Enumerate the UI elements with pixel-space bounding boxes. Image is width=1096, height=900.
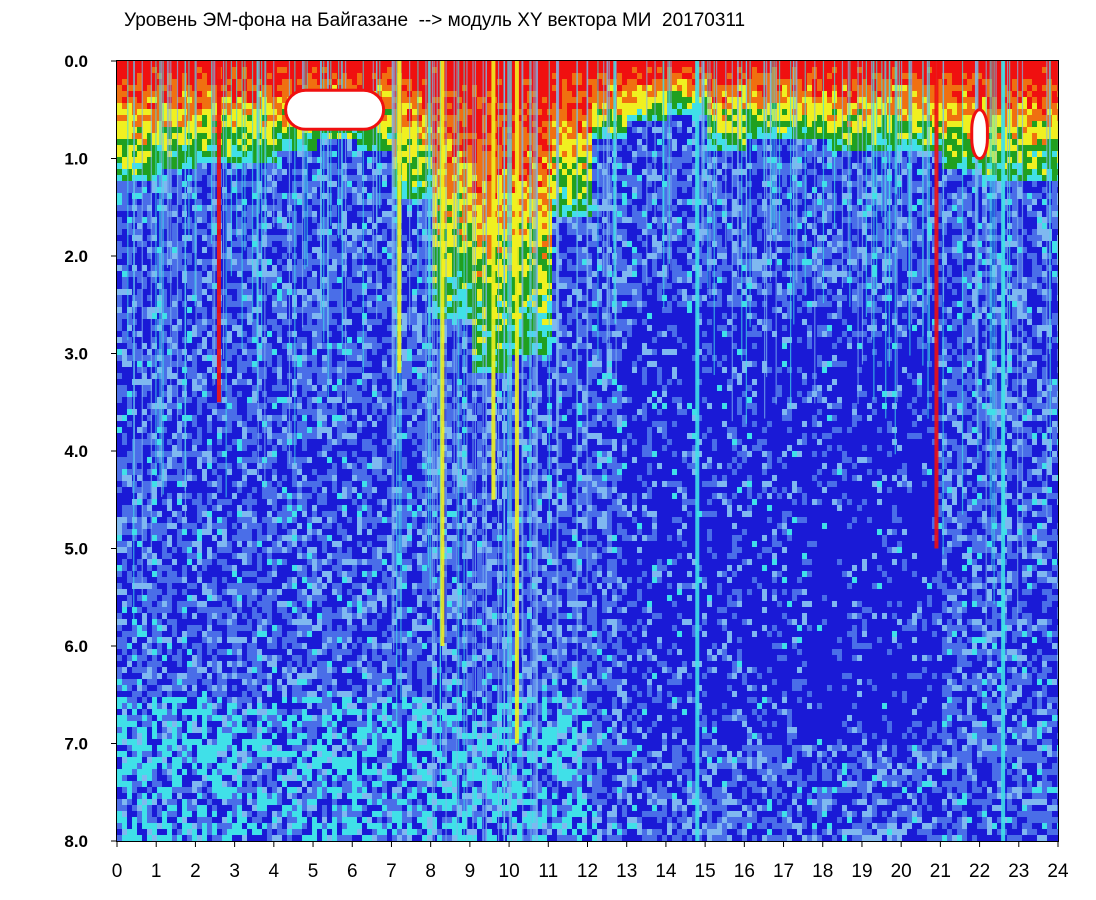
x-tick-label-0: 0 [112,861,123,882]
y-tick-label-3: 3.0 [64,345,88,364]
y-axis: 0.0 1.0 2.0 3.0 4.0 5.0 6.0 7.0 8.0 [64,52,117,851]
x-tick-label-1: 1 [151,861,162,882]
x-tick-label-3: 3 [229,861,240,882]
x-tick-label-9: 9 [465,861,476,882]
saturated-patch-0 [284,88,386,131]
y-tick-label-6: 6.0 [64,637,88,656]
bright-streak-1 [397,61,402,373]
x-tick-label-19: 19 [851,861,872,882]
x-tick-label-10: 10 [499,861,520,882]
y-tick-label-5: 5.0 [64,540,88,559]
x-tick-label-15: 15 [695,861,716,882]
x-tick-label-18: 18 [812,861,833,882]
x-axis: 0 1 2 3 4 5 6 7 8 9 10 11 12 13 14 15 16 17 18 19 20 21 22 23 24 [112,841,1069,882]
y-tick-label-1: 1.0 [64,150,88,169]
bright-streak-4 [514,61,519,744]
x-tick-label-7: 7 [386,861,397,882]
x-tick-label-8: 8 [425,861,436,882]
y-tick-label-8: 8.0 [64,832,88,851]
x-tick-label-4: 4 [269,861,280,882]
x-tick-label-24: 24 [1047,861,1069,882]
x-tick-label-2: 2 [190,861,201,882]
y-tick-label-7: 7.0 [64,735,88,754]
x-tick-label-13: 13 [616,861,637,882]
y-tick-label-4: 4.0 [64,442,88,461]
x-tick-label-20: 20 [891,861,912,882]
x-tick-label-12: 12 [577,861,598,882]
x-tick-label-14: 14 [655,861,677,882]
y-tick-label-2: 2.0 [64,247,88,266]
x-tick-label-23: 23 [1008,861,1029,882]
chart-title: Уровень ЭМ-фона на Байгазане --> модуль … [124,10,746,31]
bright-streak-7 [1001,61,1006,841]
bright-streak-6 [934,61,939,549]
saturated-patch-1 [970,108,989,160]
x-tick-label-22: 22 [969,861,990,882]
x-tick-label-5: 5 [308,861,319,882]
x-tick-label-21: 21 [930,861,951,882]
x-tick-label-6: 6 [347,861,358,882]
bright-streak-0 [216,61,221,403]
fine-streaks [127,61,1058,841]
y-tick-label-0: 0.0 [64,52,88,71]
bright-streak-2 [440,61,445,646]
plot-area [117,61,1058,841]
bright-streak-3 [491,61,496,500]
bright-streak-5 [695,61,700,841]
x-tick-label-11: 11 [538,861,558,882]
x-tick-label-17: 17 [773,861,794,882]
x-tick-label-16: 16 [734,861,755,882]
